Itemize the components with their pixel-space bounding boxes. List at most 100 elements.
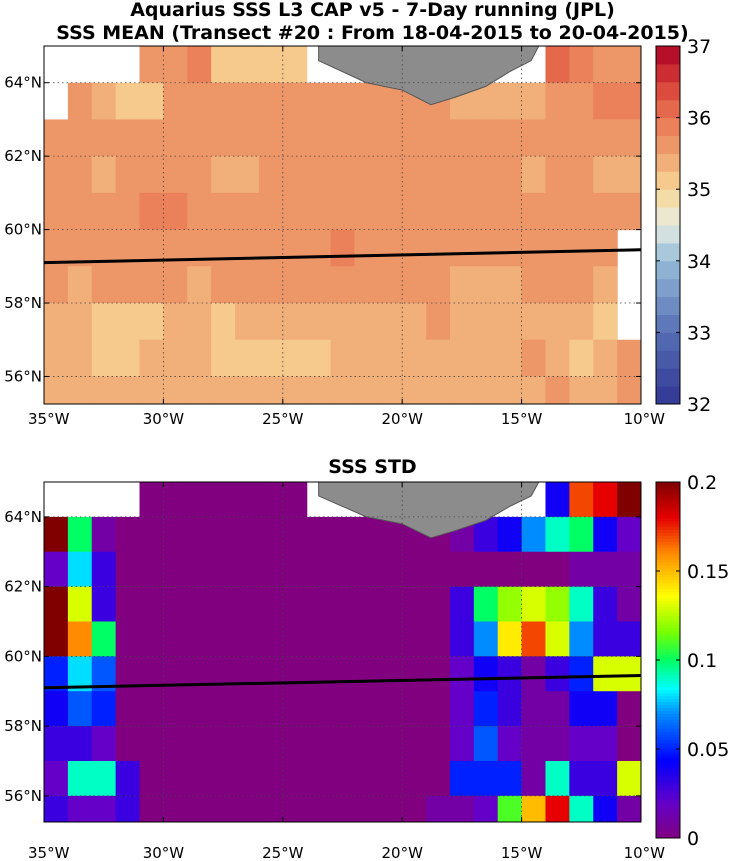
colorbar-segment	[656, 704, 680, 708]
colorbar-segment	[656, 588, 680, 593]
colorbar-segment	[656, 823, 680, 827]
colorbar-segment	[656, 553, 680, 557]
colorbar-segment	[656, 99, 680, 119]
heatmap-cell	[91, 266, 117, 304]
heatmap-cell	[378, 266, 403, 304]
colorbar-segment	[656, 737, 680, 741]
heatmap-cell	[569, 339, 594, 378]
heatmap-cell	[187, 82, 212, 121]
heatmap-cell	[163, 376, 188, 404]
heatmap-cell	[235, 516, 260, 553]
heatmap-cell	[258, 586, 284, 623]
colorbar-segment	[656, 609, 680, 614]
colorbar-segment	[656, 725, 680, 729]
heatmap-cell	[426, 760, 451, 797]
colorbar-segment	[656, 707, 680, 711]
heatmap-cell	[617, 551, 641, 588]
colorbar-segment	[656, 654, 680, 658]
colorbar-segment	[656, 680, 680, 685]
heatmap-cell	[354, 339, 379, 378]
heatmap-cell	[354, 266, 379, 304]
colorbar-segment	[656, 760, 680, 765]
heatmap-cell	[306, 726, 332, 762]
heatmap-cell	[44, 376, 69, 404]
heatmap-cell	[354, 192, 379, 231]
heatmap-cell	[282, 46, 308, 84]
heatmap-cell	[402, 795, 427, 822]
heatmap-cell	[521, 516, 547, 553]
heatmap-cell	[569, 586, 594, 623]
heatmap-cell	[378, 726, 403, 762]
heatmap-cell	[521, 229, 547, 267]
colorbar-tick-label: 0.1	[687, 650, 717, 672]
heatmap-cell	[306, 586, 332, 623]
colorbar-tick-label: 32	[687, 394, 711, 416]
heatmap-cell	[258, 339, 284, 378]
colorbar-tick-label: 33	[687, 322, 711, 344]
heatmap-cell	[44, 119, 69, 157]
heatmap-cell	[115, 795, 141, 822]
y-tick-label: 62°N	[4, 578, 42, 596]
heatmap-cell	[378, 192, 403, 231]
colorbar-segment	[656, 482, 680, 486]
colorbar-segment	[656, 651, 680, 655]
heatmap-cell	[449, 795, 475, 822]
colorbar-segment	[656, 496, 680, 501]
heatmap-cell	[67, 516, 93, 553]
colorbar-segment	[656, 81, 680, 101]
heatmap-cell	[67, 551, 93, 588]
colorbar-tick-label: 0.05	[687, 739, 729, 761]
heatmap-cell	[593, 82, 618, 121]
heatmap-cell	[258, 726, 284, 762]
heatmap-cell	[67, 192, 93, 231]
heatmap-cell	[617, 482, 641, 518]
land-iceland	[318, 46, 540, 106]
colorbar-segment	[656, 171, 680, 190]
heatmap-cell	[617, 46, 641, 84]
heatmap-cell	[617, 339, 641, 378]
heatmap-cell	[91, 551, 117, 588]
heatmap-cell	[473, 376, 499, 404]
colorbar-segment	[656, 757, 680, 762]
colorbar-segment	[656, 505, 680, 510]
heatmap-cell	[354, 119, 379, 157]
heatmap-cell	[545, 516, 570, 553]
heatmap-cell	[426, 586, 451, 623]
heatmap-cell	[354, 656, 379, 692]
heatmap-cell	[306, 656, 332, 692]
colorbar-segment	[656, 573, 680, 578]
heatmap-cell	[593, 795, 618, 822]
heatmap-cell	[449, 192, 475, 231]
heatmap-cell	[67, 376, 93, 404]
colorbar-segment	[656, 772, 680, 777]
colorbar-segment	[656, 832, 680, 836]
colorbar-segment	[656, 805, 680, 809]
y-tick-label: 56°N	[4, 367, 42, 385]
heatmap-cell	[139, 119, 164, 157]
panel-sss-mean: Aquarius SSS L3 CAP v5 - 7-Day running (…	[4, 0, 711, 428]
colorbar-segment	[656, 740, 680, 744]
heatmap-cell	[258, 156, 284, 194]
heatmap-cell	[91, 82, 117, 121]
heatmap-cell	[521, 760, 547, 797]
colorbar-segment	[656, 820, 680, 824]
heatmap-cell	[426, 376, 451, 404]
heatmap-cell	[91, 586, 117, 623]
colorbar-segment	[656, 332, 680, 351]
colorbar: 0 0.05 0.1 0.15 0.2	[655, 472, 729, 850]
colorbar-segment	[656, 689, 680, 694]
heatmap-cell	[91, 156, 117, 194]
heatmap-cell	[545, 621, 570, 657]
colorbar-segment	[656, 535, 680, 539]
heatmap-cell	[378, 795, 403, 822]
colorbar-segment	[656, 665, 680, 670]
x-tick-label: 20°W	[381, 410, 423, 428]
heatmap-cell	[235, 156, 260, 194]
heatmap-cell	[258, 229, 284, 267]
heatmap-cell	[449, 760, 475, 797]
colorbar-segment	[656, 698, 680, 703]
colorbar-segment	[656, 639, 680, 643]
heatmap-cell	[211, 516, 236, 553]
heatmap-cell	[139, 551, 164, 588]
heatmap-cell	[187, 551, 212, 588]
